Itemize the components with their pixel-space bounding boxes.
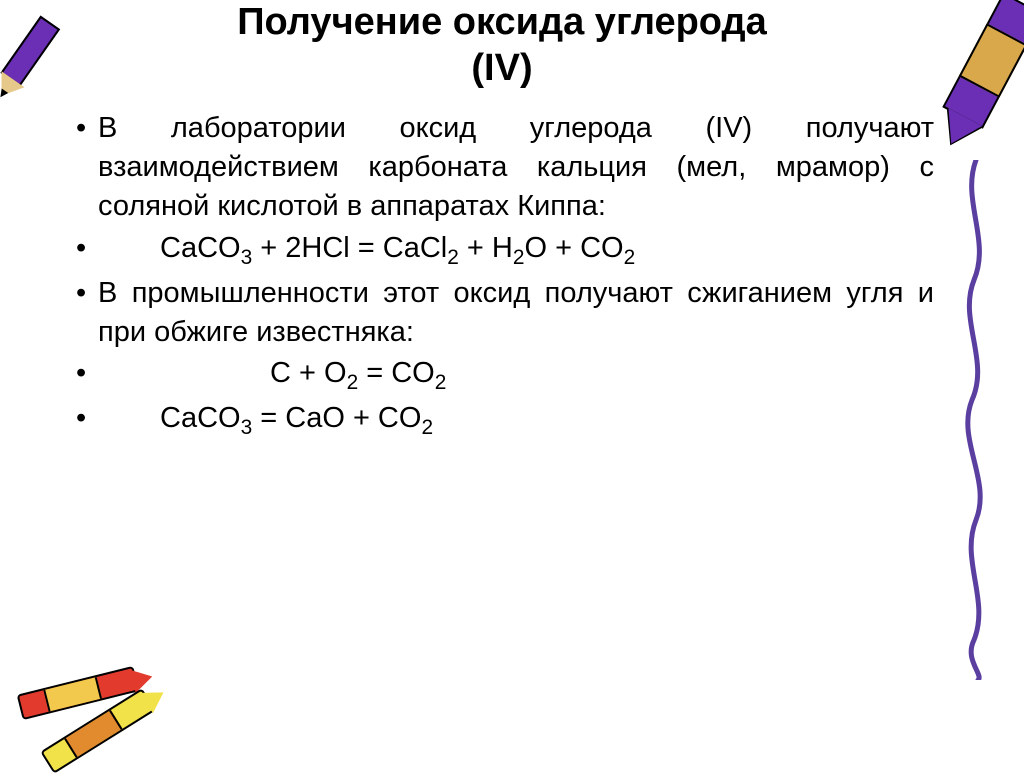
slide-title: Получение оксида углерода (IV) <box>70 0 934 91</box>
bullet-equation-1: CaCO3 + 2HCl = CaCl2 + H2O + CO2 <box>70 229 934 272</box>
bullet-text-lab: В лаборатории оксид углерода (IV) получа… <box>70 109 934 226</box>
equation-lab: CaCO3 + 2HCl = CaCl2 + H2O + CO2 <box>160 232 635 264</box>
bullet-equation-3: CaCO3 = CaO + CO2 <box>70 399 934 442</box>
bullet-equation-2: C + O2 = CO2 <box>70 354 934 397</box>
scribble-line-decoration <box>956 160 996 680</box>
bullet-text-industry: В промышленности этот оксид получают сжи… <box>70 274 934 352</box>
bullet-list: В лаборатории оксид углерода (IV) получа… <box>70 109 934 442</box>
title-line-1: Получение оксида углерода <box>237 1 767 43</box>
title-line-2: (IV) <box>471 47 532 89</box>
crayons-decoration-bottom-left <box>8 638 208 778</box>
equation-decomposition: CaCO3 = CaO + CO2 <box>160 402 433 434</box>
equation-combustion: C + O2 = CO2 <box>270 357 446 389</box>
